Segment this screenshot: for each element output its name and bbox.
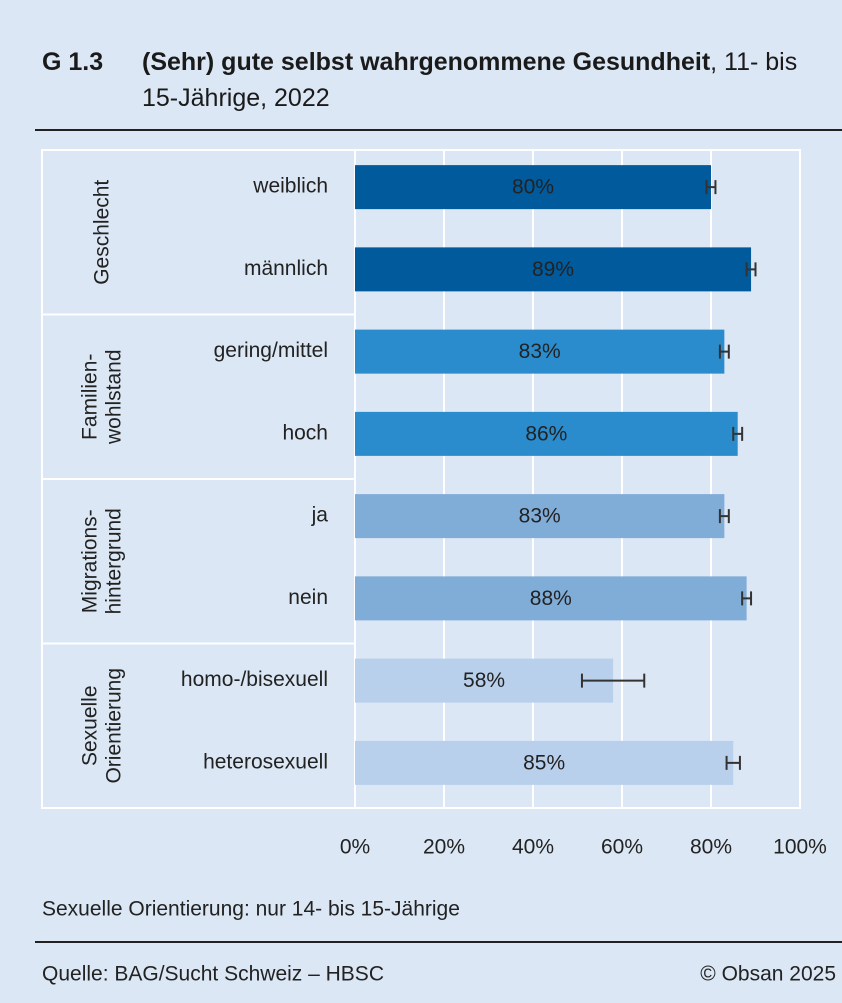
title-number: G 1.3 (42, 48, 104, 76)
error-bar (732, 426, 744, 441)
y-tick-label: gering/mittel (214, 339, 328, 362)
group-label: Sexuelle (79, 685, 102, 766)
y-tick-label: heterosexuell (203, 750, 328, 773)
title-text: (Sehr) gute selbst wahrgenommene Gesundh… (142, 44, 837, 116)
error-bar (580, 673, 646, 688)
x-tick-label: 80% (690, 836, 732, 859)
x-tick-label: 60% (601, 836, 643, 859)
x-tick-label: 20% (423, 836, 465, 859)
group-label: Familien- (79, 354, 102, 440)
y-tick-label: ja (311, 504, 329, 527)
y-tick-label: homo-/bisexuell (181, 668, 328, 691)
note: Sexuelle Orientierung: nur 14- bis 15-Jä… (42, 898, 460, 921)
error-bar (741, 591, 753, 606)
bar (355, 329, 725, 374)
error-bar (745, 262, 757, 277)
bar (355, 494, 725, 539)
chart-title: (Sehr) gute selbst wahrgenommene Gesundh… (142, 48, 711, 76)
source: Quelle: BAG/Sucht Schweiz – HBSC (42, 963, 384, 986)
value-label: 88% (530, 587, 572, 610)
group-label: Orientierung (103, 668, 126, 784)
error-bar (705, 180, 717, 195)
title-block: G 1.3 (Sehr) gute selbst wahrgenommene G… (42, 44, 842, 116)
y-tick-label: hoch (282, 421, 328, 444)
value-label: 83% (519, 505, 561, 528)
copyright: © Obsan 2025 (700, 963, 836, 986)
value-label: 86% (525, 422, 567, 445)
group-label: Migrations- (79, 509, 102, 613)
error-bar (718, 509, 730, 524)
x-tick-label: 40% (512, 836, 554, 859)
group-label: wohlstand (103, 349, 126, 445)
group-label: hintergrund (103, 508, 126, 614)
y-tick-label: weiblich (252, 175, 328, 198)
chart-subtitle: , 11- bis 15-Jährige, 2022 (142, 48, 798, 112)
bar (355, 740, 734, 785)
y-tick-label: männlich (244, 257, 328, 280)
bar (355, 576, 747, 621)
bar (355, 411, 738, 456)
value-label: 80% (512, 176, 554, 199)
x-tick-label: 100% (773, 836, 827, 859)
bar (355, 247, 752, 292)
value-label: 89% (532, 258, 574, 281)
bar (355, 658, 614, 703)
y-tick-label: nein (288, 586, 328, 609)
error-bar (725, 755, 741, 770)
error-bar (718, 344, 730, 359)
value-label: 58% (463, 669, 505, 692)
bar (355, 165, 711, 210)
x-tick-label: 0% (340, 836, 370, 859)
value-label: 85% (523, 751, 565, 774)
value-label: 83% (519, 340, 561, 363)
group-label: Geschlecht (91, 180, 114, 285)
